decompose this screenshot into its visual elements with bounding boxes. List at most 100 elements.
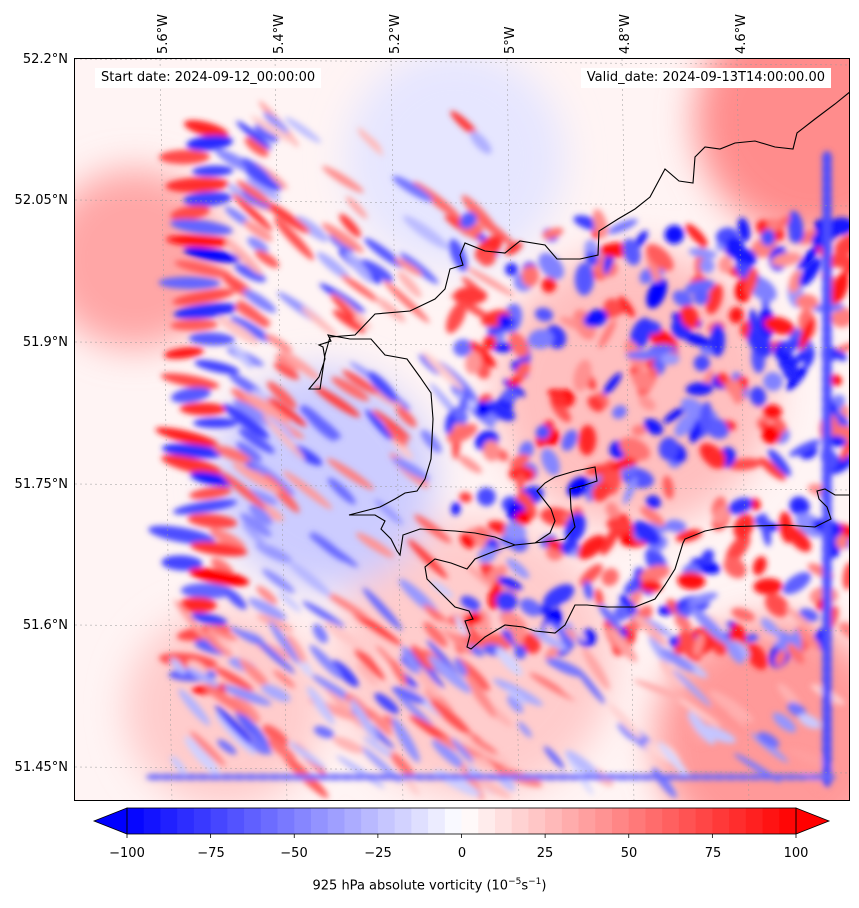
longitude-gridline xyxy=(506,59,520,800)
vorticity-cell xyxy=(476,487,496,507)
vorticity-cell xyxy=(685,382,714,396)
vorticity-cell xyxy=(708,690,754,723)
vorticity-cell xyxy=(264,416,305,460)
colorbar-segment xyxy=(645,808,663,834)
vorticity-cell xyxy=(825,454,849,475)
vorticity-cell xyxy=(223,403,270,439)
vorticity-cell xyxy=(781,338,801,353)
vorticity-cell xyxy=(172,289,236,305)
vorticity-cell xyxy=(763,371,783,392)
vorticity-cell xyxy=(389,658,407,686)
vorticity-cell xyxy=(713,506,730,526)
colorbar-segment xyxy=(561,808,580,834)
vorticity-cell xyxy=(247,597,287,621)
colorbar-label-exponent: −5 xyxy=(508,877,522,887)
vorticity-cell xyxy=(365,409,393,441)
vorticity-cell xyxy=(645,243,674,272)
vorticity-cell xyxy=(215,712,256,756)
colorbar-segment xyxy=(695,808,713,834)
vorticity-cell xyxy=(474,401,491,418)
vorticity-cell xyxy=(486,565,508,583)
vorticity-cell xyxy=(788,227,805,244)
vorticity-cell xyxy=(585,251,599,266)
vorticity-cell xyxy=(508,332,529,358)
vorticity-cell xyxy=(542,227,564,239)
vorticity-cell xyxy=(684,279,715,295)
vorticity-cell xyxy=(677,572,706,590)
vorticity-cell xyxy=(190,612,228,626)
vorticity-cell xyxy=(707,448,726,469)
latitude-gridline xyxy=(75,766,849,774)
vorticity-cell xyxy=(457,454,483,474)
vorticity-cell xyxy=(632,613,668,646)
vorticity-cell xyxy=(249,741,269,755)
vorticity-cell xyxy=(578,424,597,456)
vorticity-cell xyxy=(711,705,748,734)
vorticity-cell xyxy=(170,387,211,403)
vorticity-cell xyxy=(247,237,269,253)
vorticity-cell xyxy=(266,381,297,409)
vorticity-cell xyxy=(173,303,239,319)
vorticity-cell xyxy=(543,746,565,770)
vorticity-cell xyxy=(244,137,269,157)
vorticity-cell xyxy=(465,351,482,375)
vorticity-cell xyxy=(399,252,439,285)
vorticity-cell xyxy=(183,120,229,138)
vorticity-cell xyxy=(431,739,466,770)
vorticity-cell xyxy=(753,578,783,595)
vorticity-cell xyxy=(605,502,620,521)
vorticity-cell xyxy=(179,402,227,416)
vorticity-cell xyxy=(587,395,604,412)
colorbar-segment xyxy=(478,808,496,834)
vorticity-cell xyxy=(174,260,232,278)
vorticity-cell xyxy=(818,774,836,780)
colorbar-segment xyxy=(244,808,262,834)
colorbar-segment xyxy=(712,808,730,834)
vorticity-cell xyxy=(574,262,595,296)
vorticity-cell xyxy=(705,284,723,315)
vorticity-cell xyxy=(331,660,359,687)
vorticity-cell xyxy=(384,424,408,447)
vorticity-cell xyxy=(340,274,381,303)
vorticity-cell xyxy=(565,750,602,781)
vorticity-cell xyxy=(672,669,712,707)
vorticity-cell xyxy=(192,165,234,177)
colorbar-segment xyxy=(193,808,212,834)
vorticity-cell xyxy=(600,524,620,556)
vorticity-cell xyxy=(229,626,260,645)
colorbar-tick-label: −50 xyxy=(280,846,308,861)
vorticity-cell xyxy=(632,520,661,546)
colorbar-segment xyxy=(494,808,513,834)
colorbar-segment xyxy=(344,808,362,834)
vorticity-cell xyxy=(262,724,289,746)
vorticity-cell xyxy=(497,576,523,591)
vorticity-cell xyxy=(180,583,233,599)
colorbar-tick-label: 25 xyxy=(536,846,554,861)
vorticity-cell xyxy=(492,342,515,353)
vorticity-cell xyxy=(777,683,802,710)
vorticity-cell xyxy=(279,349,321,381)
vorticity-cell xyxy=(452,408,469,422)
colorbar-segment xyxy=(160,808,178,834)
vorticity-cell xyxy=(254,250,280,268)
colorbar-label: 925 hPa absolute vorticity (10−5s−1) xyxy=(0,877,859,893)
vorticity-cell xyxy=(500,611,528,636)
vorticity-cell xyxy=(163,347,204,359)
vorticity-cell xyxy=(374,498,404,525)
vorticity-cell xyxy=(693,289,709,306)
vorticity-cell xyxy=(639,565,671,583)
longitude-gridline xyxy=(736,59,750,800)
vorticity-cell xyxy=(540,507,573,527)
vorticity-cell xyxy=(780,364,801,381)
vorticity-cell xyxy=(631,424,647,437)
vorticity-cell xyxy=(718,255,733,274)
coastline xyxy=(307,91,849,650)
vorticity-cell xyxy=(336,755,385,789)
vorticity-cell xyxy=(598,604,622,631)
vorticity-cell xyxy=(693,633,705,656)
vorticity-cell xyxy=(366,708,393,736)
vorticity-cell xyxy=(840,434,849,461)
vorticity-cell xyxy=(760,617,782,640)
colorbar-tick-label: 100 xyxy=(783,846,809,861)
vorticity-cell xyxy=(465,564,496,591)
